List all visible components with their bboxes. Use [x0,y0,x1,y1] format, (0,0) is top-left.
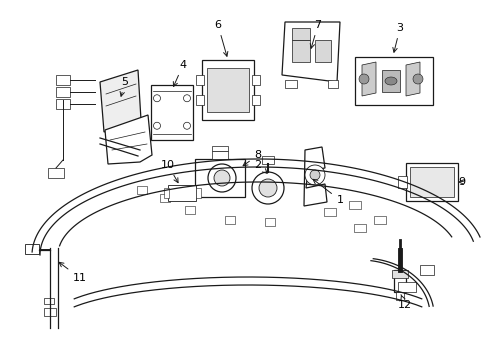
Bar [212,151,228,159]
Bar [382,70,400,92]
Bar [292,40,310,62]
Text: 1: 1 [313,179,343,205]
Bar [56,75,70,85]
Text: 12: 12 [398,294,412,310]
Circle shape [310,170,320,180]
Bar [196,188,201,198]
Bar [328,80,338,88]
Bar [137,186,147,194]
Circle shape [413,74,423,84]
Text: 10: 10 [161,160,178,183]
Text: 7: 7 [310,20,321,48]
Bar [44,308,56,316]
Text: 5: 5 [120,77,128,96]
Bar [354,224,366,232]
Bar [168,185,196,201]
Bar [56,87,70,97]
Bar [374,216,386,224]
Circle shape [183,95,191,102]
Polygon shape [406,62,420,96]
Bar [195,159,245,197]
Bar [164,188,169,198]
Circle shape [153,95,161,102]
Bar [285,80,297,88]
Bar [56,99,70,109]
Bar [212,146,228,151]
Circle shape [359,74,369,84]
Bar [196,75,204,85]
Bar [262,156,274,164]
Bar [151,85,193,139]
Bar [355,57,433,105]
Bar [25,244,39,254]
Polygon shape [282,22,340,82]
Ellipse shape [385,77,397,85]
Bar [349,201,361,209]
Bar [202,60,254,120]
Text: 11: 11 [59,262,87,283]
Text: 3: 3 [393,23,403,52]
Circle shape [259,179,277,197]
Text: 4: 4 [173,60,187,86]
Polygon shape [100,70,141,132]
Bar [392,270,408,278]
Circle shape [208,164,236,192]
Text: 9: 9 [459,177,466,187]
Circle shape [252,172,284,204]
Bar [394,270,406,292]
Bar [292,28,310,40]
Bar [265,218,275,226]
Polygon shape [105,115,152,164]
Text: 6: 6 [215,20,228,56]
Circle shape [153,122,161,129]
Bar [324,208,336,216]
Bar [160,194,170,202]
Bar [44,298,54,304]
Bar [396,292,404,300]
Polygon shape [362,62,376,96]
Bar [196,95,204,105]
Bar [410,167,454,197]
Bar [252,75,260,85]
Bar [420,265,434,275]
Polygon shape [304,147,327,206]
Bar [315,40,331,62]
Bar [398,282,416,292]
Bar [207,68,249,112]
Circle shape [214,170,230,186]
Text: 8: 8 [243,150,262,166]
Bar [398,176,407,188]
Bar [185,206,195,214]
Bar [48,168,64,178]
Bar [225,216,235,224]
Bar [252,95,260,105]
Circle shape [305,165,325,185]
Circle shape [183,122,191,129]
Bar [406,163,458,201]
Text: 2: 2 [254,160,267,173]
